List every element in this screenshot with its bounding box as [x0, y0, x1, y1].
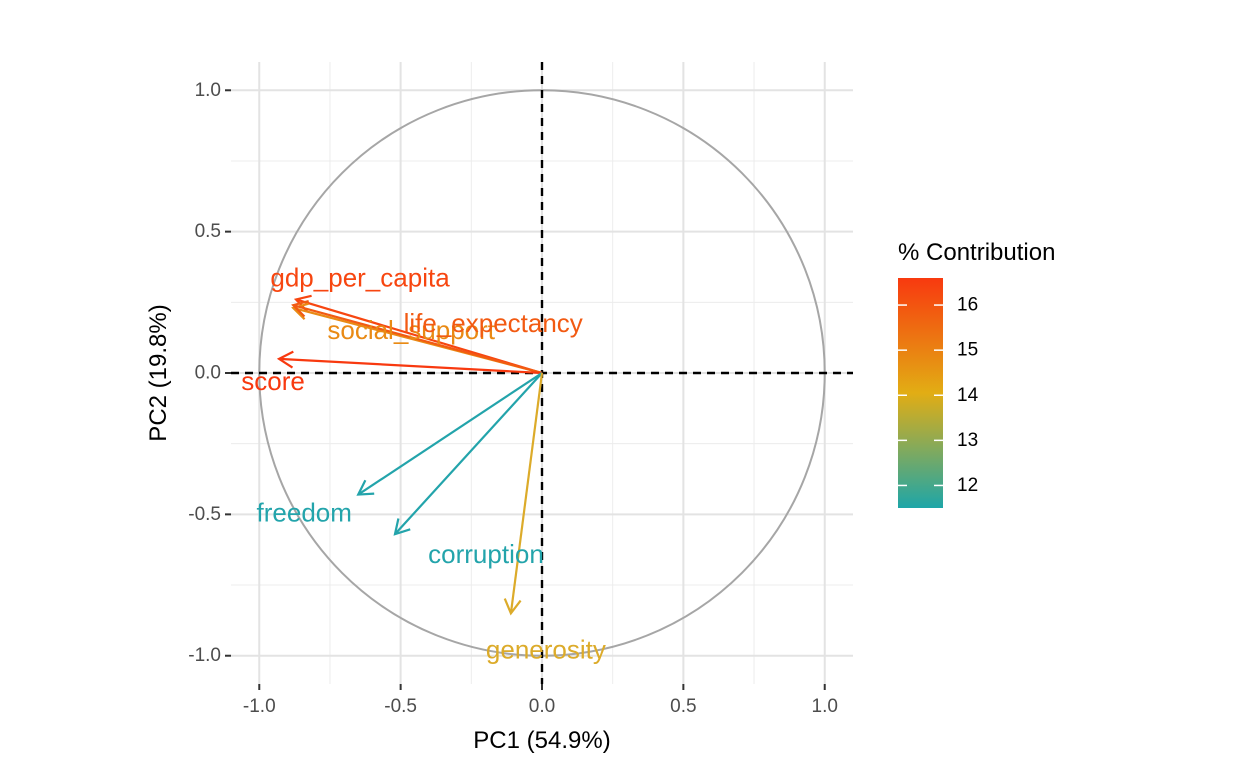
legend-tick-label: 16 — [957, 295, 978, 316]
variable-arrows — [276, 294, 544, 616]
variable-label-generosity: generosity — [486, 634, 606, 664]
arrow-head-social_support — [291, 302, 309, 320]
arrow-head-freedom — [356, 479, 375, 496]
x-tick-label: 1.0 — [812, 696, 838, 717]
arrow-freedom — [356, 372, 543, 496]
x-tick-label: 0.0 — [529, 696, 555, 717]
variable-label-life_expectancy: life_expectancy — [404, 308, 583, 338]
arrow-shaft-score — [279, 357, 543, 375]
legend-title: % Contribution — [898, 239, 1055, 266]
x-axis-title: PC1 (54.9%) — [473, 727, 610, 754]
legend-tick-label: 14 — [957, 385, 979, 406]
arrow-shaft-generosity — [509, 372, 544, 614]
arrow-shaft-life_expectancy — [292, 304, 543, 375]
arrow-head-life_expectancy — [291, 300, 309, 318]
y-tick-label: 0.0 — [195, 363, 221, 384]
y-axis: -1.0 -0.5 0.0 0.5 1.0 — [188, 80, 231, 666]
legend-tick-label: 13 — [957, 430, 978, 451]
y-axis-title: PC2 (19.8%) — [145, 304, 172, 441]
arrow-corruption — [393, 372, 543, 536]
legend-ticks: 12 13 14 15 16 — [898, 295, 979, 496]
y-tick-label: 0.5 — [195, 221, 221, 242]
variable-label-gdp_per_capita: gdp_per_capita — [270, 262, 450, 292]
y-tick-label: 1.0 — [195, 80, 221, 101]
x-axis: -1.0 -0.5 0.0 0.5 1.0 — [243, 684, 838, 717]
arrow-shaft-corruption — [394, 372, 543, 535]
color-legend: % Contribution 12 13 14 15 16 — [898, 239, 1055, 508]
y-tick-label: -1.0 — [188, 645, 221, 666]
legend-tick-label: 15 — [957, 340, 978, 361]
arrow-head-corruption — [393, 518, 411, 536]
y-tick-label: -0.5 — [188, 504, 221, 525]
arrow-life_expectancy — [291, 300, 543, 375]
arrow-head-score — [276, 350, 294, 369]
variable-label-social_support: social_support — [327, 315, 495, 345]
arrow-shaft-freedom — [357, 372, 543, 496]
variable-label-corruption: corruption — [428, 539, 544, 569]
legend-tick-label: 12 — [957, 475, 978, 496]
arrow-head-generosity — [503, 598, 522, 616]
variable-label-freedom: freedom — [257, 498, 352, 528]
legend-colorbar — [898, 278, 943, 508]
variable-label-score: score — [241, 366, 305, 396]
x-tick-label: -0.5 — [384, 696, 417, 717]
x-tick-label: -1.0 — [243, 696, 276, 717]
x-tick-label: 0.5 — [670, 696, 696, 717]
arrow-score — [276, 350, 543, 375]
arrow-generosity — [503, 372, 544, 616]
variable-labels: gdp_per_capita social_supportlife_expecta… — [241, 262, 606, 664]
